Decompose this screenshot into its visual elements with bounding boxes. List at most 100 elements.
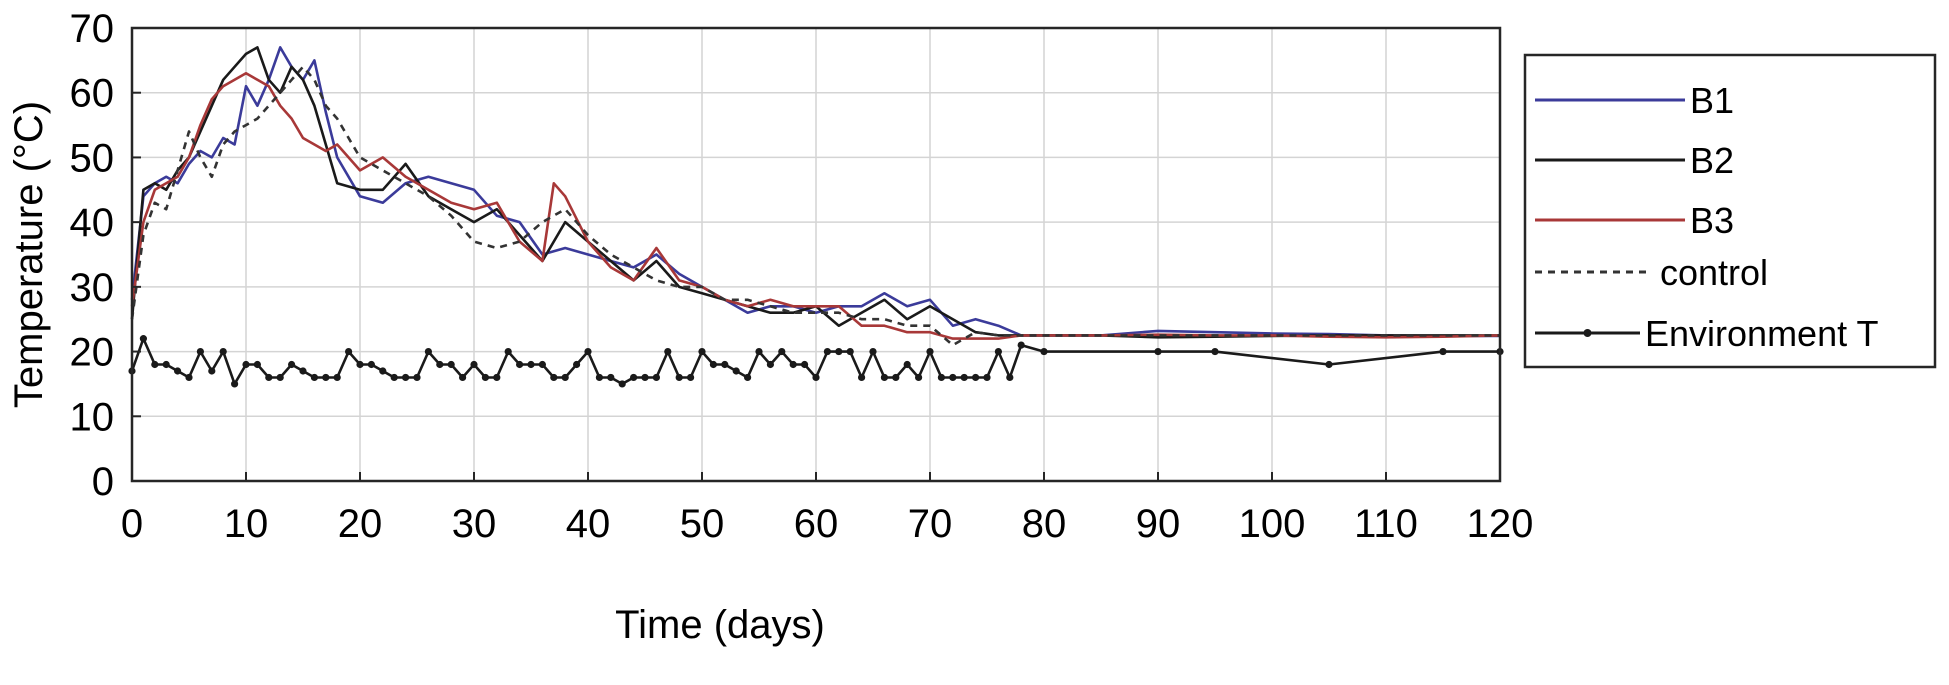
data-point xyxy=(550,373,558,382)
legend-box xyxy=(1523,53,1937,369)
data-point xyxy=(288,360,296,369)
y-tick-label: 40 xyxy=(70,201,115,245)
y-axis-title: Temperature (°C) xyxy=(7,101,51,408)
x-axis: 0 10 20 30 40 50 60 70 80 90 100 110 120 xyxy=(121,472,1533,546)
data-point xyxy=(949,373,957,382)
x-tick-label: 10 xyxy=(224,502,269,546)
y-tick-label: 20 xyxy=(70,331,115,375)
data-point xyxy=(310,373,318,382)
y-axis: 0 10 20 30 40 50 60 70 xyxy=(70,7,141,504)
data-point xyxy=(1211,347,1219,356)
x-tick-label: 20 xyxy=(338,502,383,546)
data-point xyxy=(413,373,421,382)
data-point xyxy=(424,347,432,356)
x-tick-label: 80 xyxy=(1022,502,1067,546)
series-line xyxy=(130,65,1500,347)
data-point xyxy=(584,347,592,356)
data-point xyxy=(869,347,877,356)
data-point xyxy=(208,367,216,375)
data-point xyxy=(436,360,444,369)
data-point xyxy=(561,373,569,382)
series-environment-t xyxy=(128,335,1504,388)
y-tick-label: 50 xyxy=(70,136,115,180)
data-point xyxy=(926,347,934,356)
data-point xyxy=(1017,341,1025,349)
data-point xyxy=(470,360,478,369)
data-point xyxy=(1154,347,1162,356)
data-point xyxy=(1439,347,1447,356)
data-point xyxy=(960,373,968,382)
data-point xyxy=(356,360,364,369)
data-point xyxy=(835,347,843,356)
data-point xyxy=(903,360,911,369)
data-point xyxy=(766,360,775,369)
x-tick-label: 70 xyxy=(908,502,953,546)
legend-label: control xyxy=(1660,252,1768,293)
data-point xyxy=(778,347,786,356)
data-point xyxy=(504,347,512,356)
y-tick-label: 10 xyxy=(70,395,115,439)
data-point xyxy=(402,373,410,382)
legend: B1 B2 B3 control Environment T xyxy=(1523,53,1937,369)
series-control xyxy=(130,65,1500,347)
data-point xyxy=(630,373,638,382)
data-point xyxy=(299,367,307,375)
data-point xyxy=(1006,373,1014,382)
data-point xyxy=(1325,360,1333,369)
data-point xyxy=(231,380,239,388)
legend-item: B2 xyxy=(1535,140,1734,181)
data-point xyxy=(538,360,547,369)
series-b3 xyxy=(130,72,1501,340)
data-point xyxy=(162,360,170,369)
data-point xyxy=(459,373,467,382)
data-point xyxy=(265,373,273,382)
legend-label: B1 xyxy=(1690,80,1734,121)
series-line xyxy=(130,46,1500,338)
data-point xyxy=(664,347,672,356)
series-layer xyxy=(128,46,1504,388)
series-line xyxy=(130,72,1501,340)
data-point xyxy=(858,373,866,382)
data-point xyxy=(915,373,923,382)
x-tick-label: 90 xyxy=(1136,502,1181,546)
data-point xyxy=(151,360,159,369)
legend-label: B3 xyxy=(1690,200,1734,241)
x-tick-label: 40 xyxy=(566,502,611,546)
data-point xyxy=(937,373,946,382)
data-point xyxy=(447,360,455,369)
data-point xyxy=(322,373,330,382)
data-point xyxy=(607,373,615,382)
data-point xyxy=(755,347,763,356)
x-axis-title: Time (days) xyxy=(615,603,825,647)
x-tick-label: 100 xyxy=(1239,502,1306,546)
data-point xyxy=(744,373,752,382)
x-tick-label: 30 xyxy=(452,502,497,546)
data-point xyxy=(812,373,820,382)
data-point xyxy=(789,360,797,369)
data-point xyxy=(687,373,695,382)
x-tick-label: 110 xyxy=(1354,502,1418,546)
data-point xyxy=(174,367,182,375)
data-point xyxy=(652,373,661,382)
data-point xyxy=(972,373,980,382)
data-point xyxy=(379,367,387,375)
y-tick-label: 60 xyxy=(70,72,115,116)
data-point xyxy=(1040,347,1048,356)
data-point xyxy=(732,367,740,375)
data-point xyxy=(345,347,353,356)
data-point xyxy=(994,347,1003,356)
data-point xyxy=(721,360,729,369)
x-tick-label: 50 xyxy=(680,502,725,546)
legend-item: control xyxy=(1535,252,1768,293)
legend-label: Environment T xyxy=(1645,313,1878,354)
data-point xyxy=(801,360,809,369)
data-point xyxy=(139,335,147,343)
data-point xyxy=(493,373,501,382)
data-point xyxy=(709,360,718,369)
data-point xyxy=(390,373,398,382)
data-point xyxy=(573,360,581,369)
data-point xyxy=(333,373,341,382)
data-point xyxy=(242,360,250,369)
data-point xyxy=(618,380,626,388)
